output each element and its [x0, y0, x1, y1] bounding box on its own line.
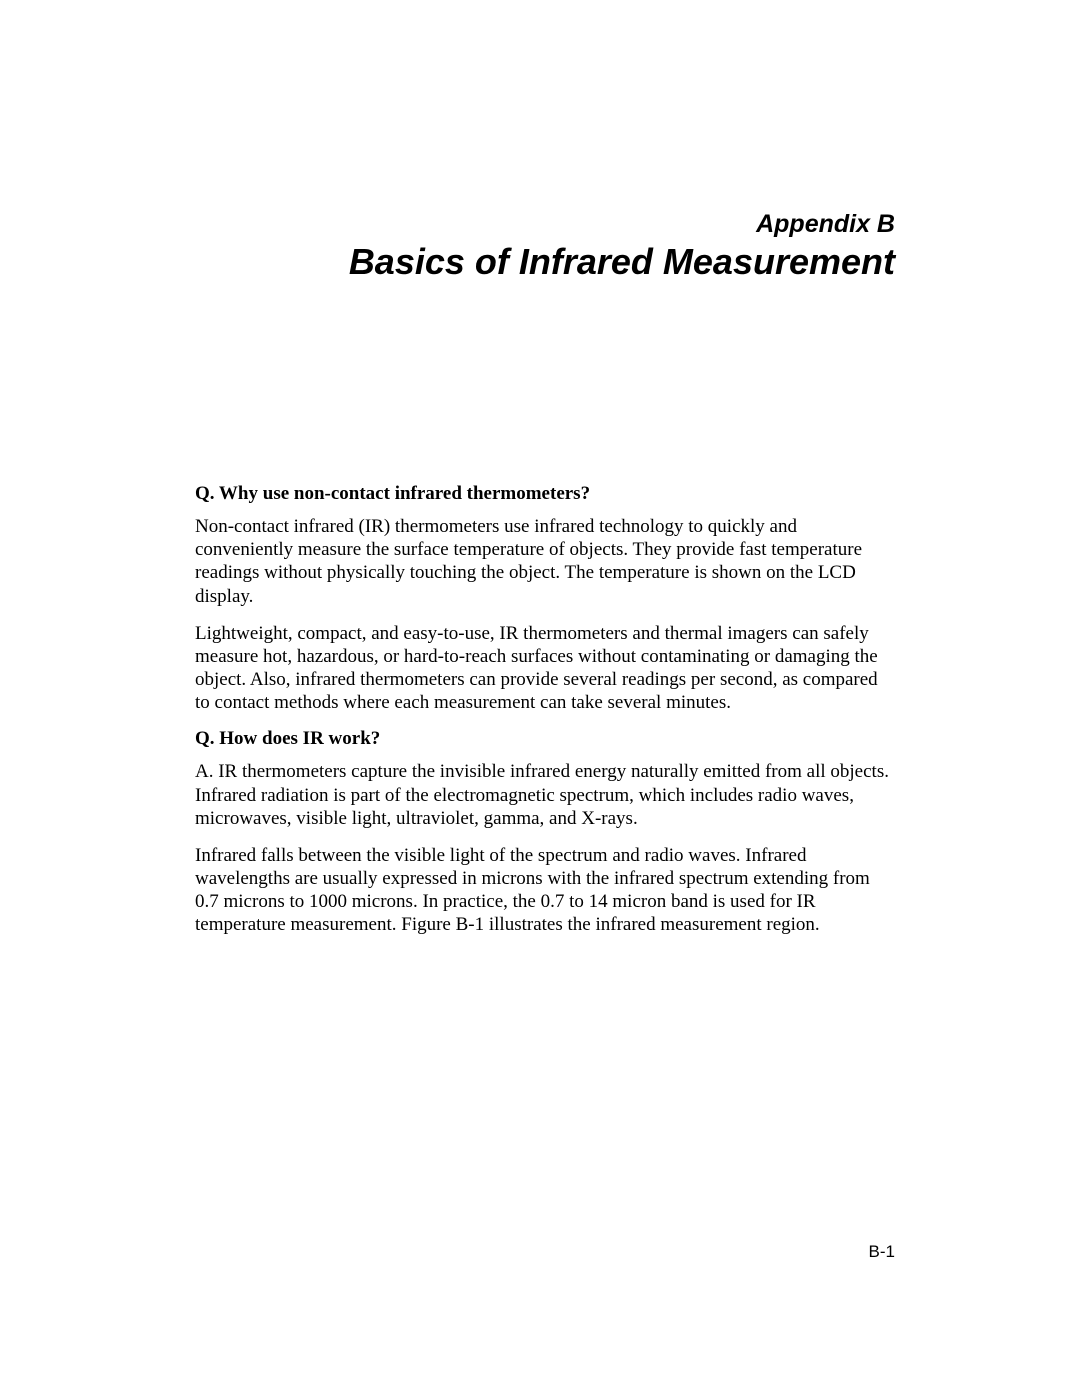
q2-paragraph-1: A. IR thermometers capture the invisible…: [195, 760, 895, 830]
question-1: Q. Why use non-contact infrared thermome…: [195, 483, 895, 505]
page-number: B-1: [869, 1242, 895, 1262]
chapter-title: Basics of Infrared Measurement: [195, 241, 895, 283]
q2-paragraph-2: Infrared falls between the visible light…: [195, 844, 895, 937]
page-container: Appendix B Basics of Infrared Measuremen…: [0, 0, 1080, 937]
question-2: Q. How does IR work?: [195, 728, 895, 750]
appendix-label: Appendix B: [195, 210, 895, 239]
q1-paragraph-1: Non-contact infrared (IR) thermometers u…: [195, 515, 895, 608]
q1-paragraph-2: Lightweight, compact, and easy-to-use, I…: [195, 622, 895, 715]
